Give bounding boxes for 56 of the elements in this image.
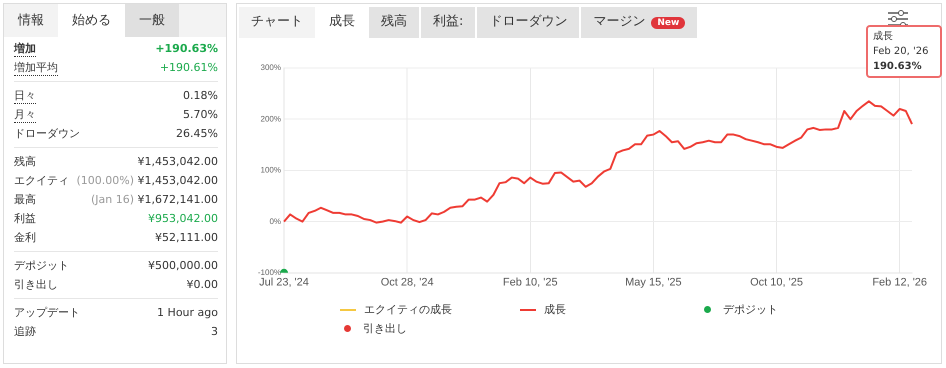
text: 成長	[873, 30, 894, 44]
y-tick-label: -100%	[258, 268, 281, 278]
legend-label: 成長	[544, 302, 566, 317]
category-label: 追跡	[14, 324, 36, 340]
text: ¥500,000.00	[148, 259, 218, 272]
legend-label: 引き出し	[363, 321, 407, 336]
text: マージン	[593, 14, 646, 29]
text: チャート	[239, 7, 315, 38]
text: +190.63%	[155, 42, 218, 55]
y-tick-label: 100%	[260, 166, 281, 175]
y-tick-label: 300%	[260, 63, 281, 72]
y-tick-label: 200%	[260, 114, 281, 124]
category-label: 残高	[14, 154, 36, 170]
text: 成長	[317, 7, 367, 38]
text: ¥1,453,042.00	[138, 155, 218, 168]
category-label: アップデート	[14, 305, 80, 321]
category-label: 最高	[14, 192, 36, 208]
legend-label: エクイティの成長	[364, 302, 452, 317]
y-tick-label: 0%	[269, 216, 281, 226]
text: 3	[211, 325, 218, 338]
x-tick-label: Oct 10, '25	[750, 276, 803, 288]
text: 26.45%	[176, 127, 218, 140]
text: 利益:	[421, 7, 476, 38]
category-label: 増加平均	[14, 60, 58, 76]
text: 情報	[16, 12, 45, 30]
text: ¥0.00	[186, 278, 218, 291]
text: (Jan 16) ¥1,672,141.00	[90, 193, 218, 206]
category-label: 利益	[14, 211, 36, 227]
text: 残高	[369, 7, 419, 38]
x-tick-label: Feb 10, '25	[502, 276, 558, 288]
category-label: デポジット	[14, 258, 69, 274]
text: Feb 20, '26	[873, 45, 930, 59]
text: ¥953,042.00	[148, 212, 218, 225]
text: 始める	[58, 4, 125, 37]
text: +190.61%	[160, 61, 218, 74]
x-tick-label: Jul 23, '24	[259, 276, 309, 288]
text: ドローダウン	[477, 7, 580, 38]
category-label: 増加	[14, 41, 36, 57]
category-label: 月々	[14, 107, 36, 123]
annotation: 190.63%	[873, 60, 923, 74]
category-label: 金利	[14, 230, 36, 246]
legend-label: デポジット	[723, 302, 778, 317]
text: (100.00%) ¥1,453,042.00	[76, 174, 218, 187]
category-label: 日々	[14, 88, 36, 104]
x-tick-label: May 15, '25	[625, 276, 682, 288]
text: 一般	[125, 4, 179, 37]
category-label: エクイティ	[14, 173, 69, 189]
text: 5.70%	[183, 108, 218, 121]
text: 1 Hour ago	[157, 306, 218, 319]
text: New	[651, 17, 686, 29]
x-tick-label: Oct 28, '24	[380, 276, 434, 288]
text: 0.18%	[183, 89, 218, 102]
x-tick-label: Feb 12, '26	[872, 276, 928, 288]
text: ¥52,111.00	[155, 231, 218, 244]
category-label: 引き出し	[14, 277, 58, 293]
category-label: ドローダウン	[14, 126, 80, 142]
